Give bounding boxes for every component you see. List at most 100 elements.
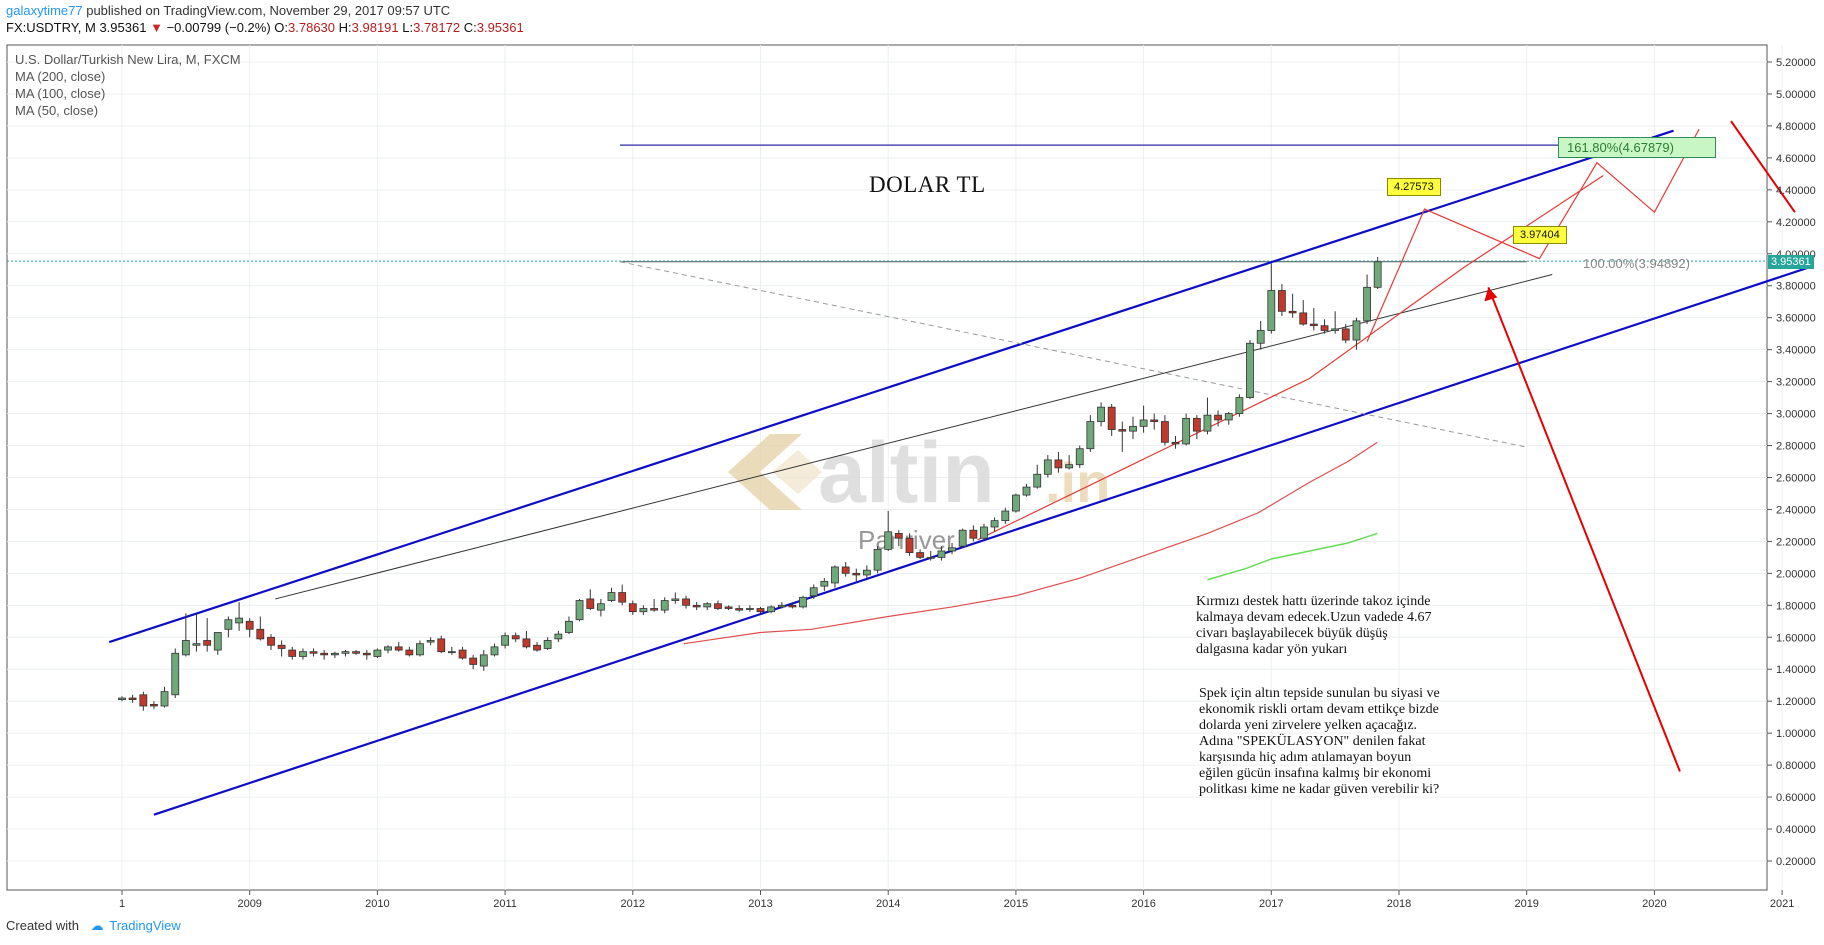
candle-up bbox=[1022, 486, 1031, 496]
candle-down bbox=[1320, 325, 1329, 331]
candle-up bbox=[799, 596, 807, 608]
y-tick-label: 4.20000 bbox=[1776, 217, 1816, 229]
candle-down bbox=[905, 537, 914, 553]
y-tick-label: 2.40000 bbox=[1776, 504, 1816, 516]
x-tick-label: 2019 bbox=[1514, 898, 1538, 910]
candle-down bbox=[1054, 459, 1063, 469]
candle-up bbox=[948, 547, 956, 552]
current-price-tag: 3.95361 bbox=[1768, 255, 1814, 269]
candle-up bbox=[1267, 290, 1276, 331]
candles bbox=[118, 256, 1382, 711]
y-tick-label: 1.20000 bbox=[1776, 696, 1816, 708]
candle-down bbox=[1341, 328, 1350, 341]
y-tick-label: 3.00000 bbox=[1776, 409, 1816, 421]
close-label: C: bbox=[463, 20, 477, 35]
candle-up bbox=[447, 651, 456, 654]
tradingview-cloud-icon: ☁ bbox=[90, 918, 104, 933]
candle-up bbox=[990, 520, 999, 528]
candle-up bbox=[373, 649, 382, 657]
channel-upper-line bbox=[108, 129, 1674, 644]
support-line-red bbox=[977, 174, 1604, 541]
candle-up bbox=[607, 592, 616, 601]
y-tick-label: 5.20000 bbox=[1776, 57, 1816, 69]
annotation-line: dolarda yeni zirvelere yelken açacağız. bbox=[1199, 718, 1418, 733]
candle-down bbox=[852, 572, 861, 576]
y-tick-label: 1.80000 bbox=[1776, 600, 1816, 612]
candle-down bbox=[1192, 417, 1201, 432]
watermark-logo-icon bbox=[728, 434, 822, 510]
annotation-line: Adına "SPEKÜLASYON" denilen fakat bbox=[1199, 734, 1426, 749]
candle-down bbox=[692, 604, 701, 608]
x-tick-label: 2016 bbox=[1131, 898, 1155, 910]
high-label: H: bbox=[338, 20, 352, 35]
high-value: 3.98191 bbox=[351, 20, 399, 35]
candle-up bbox=[341, 651, 350, 654]
low-value: 3.78172 bbox=[413, 20, 461, 35]
y-tick-label: 4.80000 bbox=[1776, 121, 1816, 133]
candle-down bbox=[586, 598, 595, 609]
channel-lower-line bbox=[153, 265, 1812, 816]
candle-down bbox=[458, 649, 467, 659]
chart-grid bbox=[6, 44, 1783, 891]
candle-down bbox=[788, 604, 797, 608]
open-value: 3.78630 bbox=[288, 20, 336, 35]
candle-up bbox=[235, 617, 244, 624]
candle-down bbox=[533, 644, 541, 651]
candle-down bbox=[714, 603, 722, 609]
footer-brand[interactable]: TradingView bbox=[109, 918, 181, 933]
y-tick-label: 2.00000 bbox=[1776, 568, 1816, 580]
candle-down bbox=[267, 636, 275, 646]
candle-down bbox=[277, 644, 286, 649]
candle-up bbox=[884, 531, 893, 550]
candle-up bbox=[1363, 286, 1371, 322]
annotation-line: karşısında hiç adım atılamayan boyun bbox=[1199, 750, 1412, 765]
candle-down bbox=[1161, 421, 1169, 443]
candle-up bbox=[1352, 320, 1361, 341]
candle-up bbox=[426, 640, 435, 643]
candle-up bbox=[416, 643, 424, 656]
candle-up bbox=[1182, 417, 1191, 445]
candle-up bbox=[937, 550, 946, 558]
legend-ma200: MA (200, close) bbox=[15, 69, 106, 84]
candle-down bbox=[1288, 310, 1297, 314]
y-tick-label: 1.00000 bbox=[1776, 728, 1816, 740]
price-callout-low: 3.97404 bbox=[1513, 226, 1567, 244]
ma200-line bbox=[683, 441, 1378, 645]
candle-up bbox=[1097, 406, 1105, 422]
y-tick-label: 0.40000 bbox=[1776, 824, 1816, 836]
candle-down bbox=[469, 657, 478, 665]
candle-up bbox=[1139, 419, 1148, 427]
candle-up bbox=[958, 529, 967, 547]
candle-down bbox=[894, 533, 903, 539]
x-tick-label: 2013 bbox=[748, 898, 772, 910]
y-tick-label: 3.20000 bbox=[1776, 377, 1816, 389]
annotation-line: eğilen gücün insafına kalmış bir ekonomi bbox=[1199, 766, 1432, 781]
candle-up bbox=[479, 654, 488, 667]
annotation-line: kalmaya devam edecek.Uzun vadede 4.67 bbox=[1196, 610, 1432, 625]
candle-up bbox=[1065, 464, 1074, 469]
candle-up bbox=[1086, 421, 1095, 450]
published-text: published on TradingView.com, November 2… bbox=[82, 3, 451, 18]
author-link[interactable]: galaxytime77 bbox=[6, 3, 83, 18]
annotation-line: Kırmızı destek hattı üzerinde takoz için… bbox=[1196, 594, 1431, 609]
candle-up bbox=[160, 691, 169, 707]
x-tick-label: 2011 bbox=[493, 898, 517, 910]
candle-up bbox=[501, 635, 510, 646]
candle-up bbox=[575, 600, 584, 621]
x-tick-label: 1 bbox=[119, 898, 125, 910]
candle-up bbox=[1001, 510, 1010, 522]
candle-up bbox=[1235, 397, 1244, 414]
annotation-line: dalgasına kadar yön yukarı bbox=[1196, 642, 1348, 657]
x-tick-label: 2015 bbox=[1004, 898, 1028, 910]
candle-down bbox=[139, 694, 148, 707]
candle-down bbox=[841, 566, 850, 574]
x-tick-label: 2018 bbox=[1387, 898, 1411, 910]
candle-down bbox=[1118, 429, 1127, 432]
candle-up bbox=[596, 603, 605, 611]
candle-down bbox=[245, 620, 254, 630]
candle-up bbox=[1203, 414, 1212, 432]
y-tick-label: 4.40000 bbox=[1776, 185, 1816, 197]
x-tick-label: 2010 bbox=[365, 898, 389, 910]
arrow-up-line bbox=[1487, 286, 1681, 772]
